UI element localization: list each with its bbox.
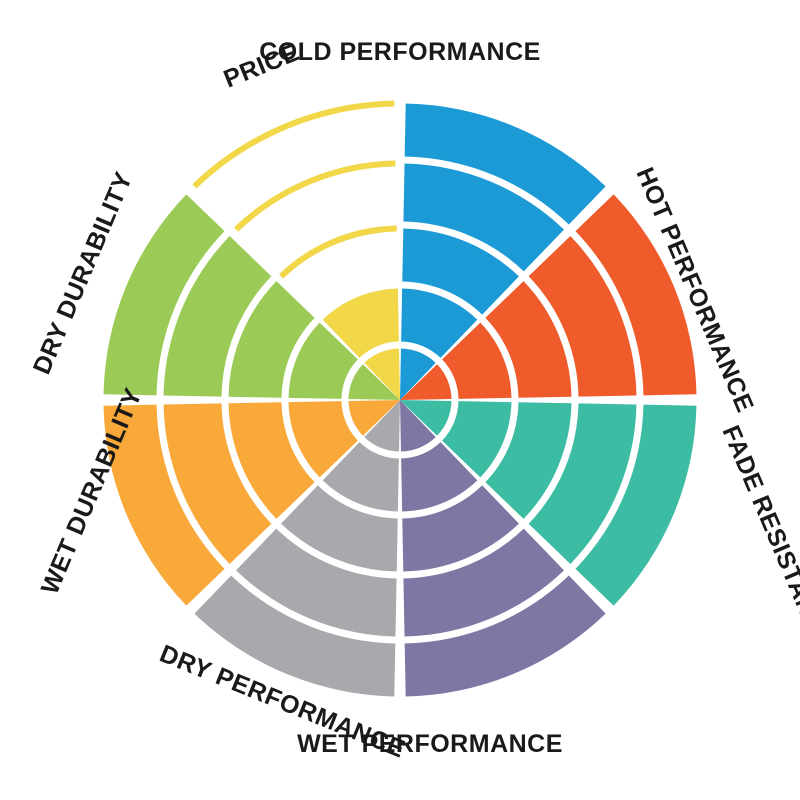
sector-segment-wet-durability-ring-1 — [348, 400, 400, 436]
sector-segment-hot-performance-ring-1 — [400, 364, 452, 400]
sector-segment-dry-durability-ring-2 — [288, 322, 358, 399]
sector-segment-wet-durability-ring-4 — [163, 403, 272, 564]
sector-segment-wet-durability-ring-3 — [228, 402, 315, 519]
sector-segment-dry-durability-ring-4 — [163, 236, 272, 397]
label-wet-performance: WET PERFORMANCE — [297, 730, 563, 758]
sector-segment-fade-resistance-ring-5 — [575, 404, 697, 606]
sector-segment-wet-performance-ring-3 — [402, 485, 519, 572]
sector-outline-price-ring-5 — [192, 100, 395, 189]
sector-segment-fade-resistance-ring-4 — [528, 403, 637, 564]
empty-ring-outline-layer — [192, 100, 397, 279]
sector-segment-fade-resistance-ring-3 — [485, 402, 572, 519]
sector-segment-dry-performance-ring-3 — [281, 485, 398, 572]
sector-segment-cold-performance-ring-3 — [402, 228, 519, 315]
sector-segment-wet-performance-ring-5 — [404, 575, 606, 697]
sector-segment-dry-performance-ring-1 — [364, 400, 400, 452]
sector-segment-wet-performance-ring-2 — [401, 442, 478, 512]
sector-outline-price-ring-4 — [233, 160, 396, 232]
label-cold-performance: COLD PERFORMANCE — [259, 38, 541, 66]
sector-segment-dry-performance-ring-2 — [322, 442, 399, 512]
sector-segment-price-ring-1 — [364, 348, 400, 400]
sector-segment-price-ring-2 — [322, 288, 399, 358]
sector-segment-dry-performance-ring-4 — [236, 528, 397, 637]
sector-segment-cold-performance-ring-2 — [401, 288, 478, 358]
sector-segment-cold-performance-ring-1 — [400, 348, 436, 400]
sector-segment-hot-performance-ring-2 — [442, 322, 512, 399]
sector-outline-price-ring-3 — [279, 225, 397, 279]
sector-segment-dry-performance-ring-5 — [194, 575, 396, 697]
sector-segment-dry-durability-ring-5 — [103, 194, 225, 396]
sector-segment-wet-durability-ring-5 — [103, 404, 225, 606]
wedge-layer — [103, 103, 697, 697]
sector-segment-cold-performance-ring-4 — [403, 163, 564, 272]
sector-segment-hot-performance-ring-4 — [528, 236, 637, 397]
sector-segment-wet-performance-ring-4 — [403, 528, 564, 637]
sector-segment-dry-durability-ring-3 — [228, 281, 315, 398]
sector-segment-wet-durability-ring-2 — [288, 401, 358, 478]
sector-segment-dry-durability-ring-1 — [348, 364, 400, 400]
sector-segment-cold-performance-ring-5 — [404, 103, 606, 225]
sector-segment-fade-resistance-ring-2 — [442, 401, 512, 478]
sector-segment-hot-performance-ring-5 — [575, 194, 697, 396]
sector-segment-fade-resistance-ring-1 — [400, 400, 452, 436]
sector-segment-hot-performance-ring-3 — [485, 281, 572, 398]
sector-segment-wet-performance-ring-1 — [400, 400, 436, 452]
